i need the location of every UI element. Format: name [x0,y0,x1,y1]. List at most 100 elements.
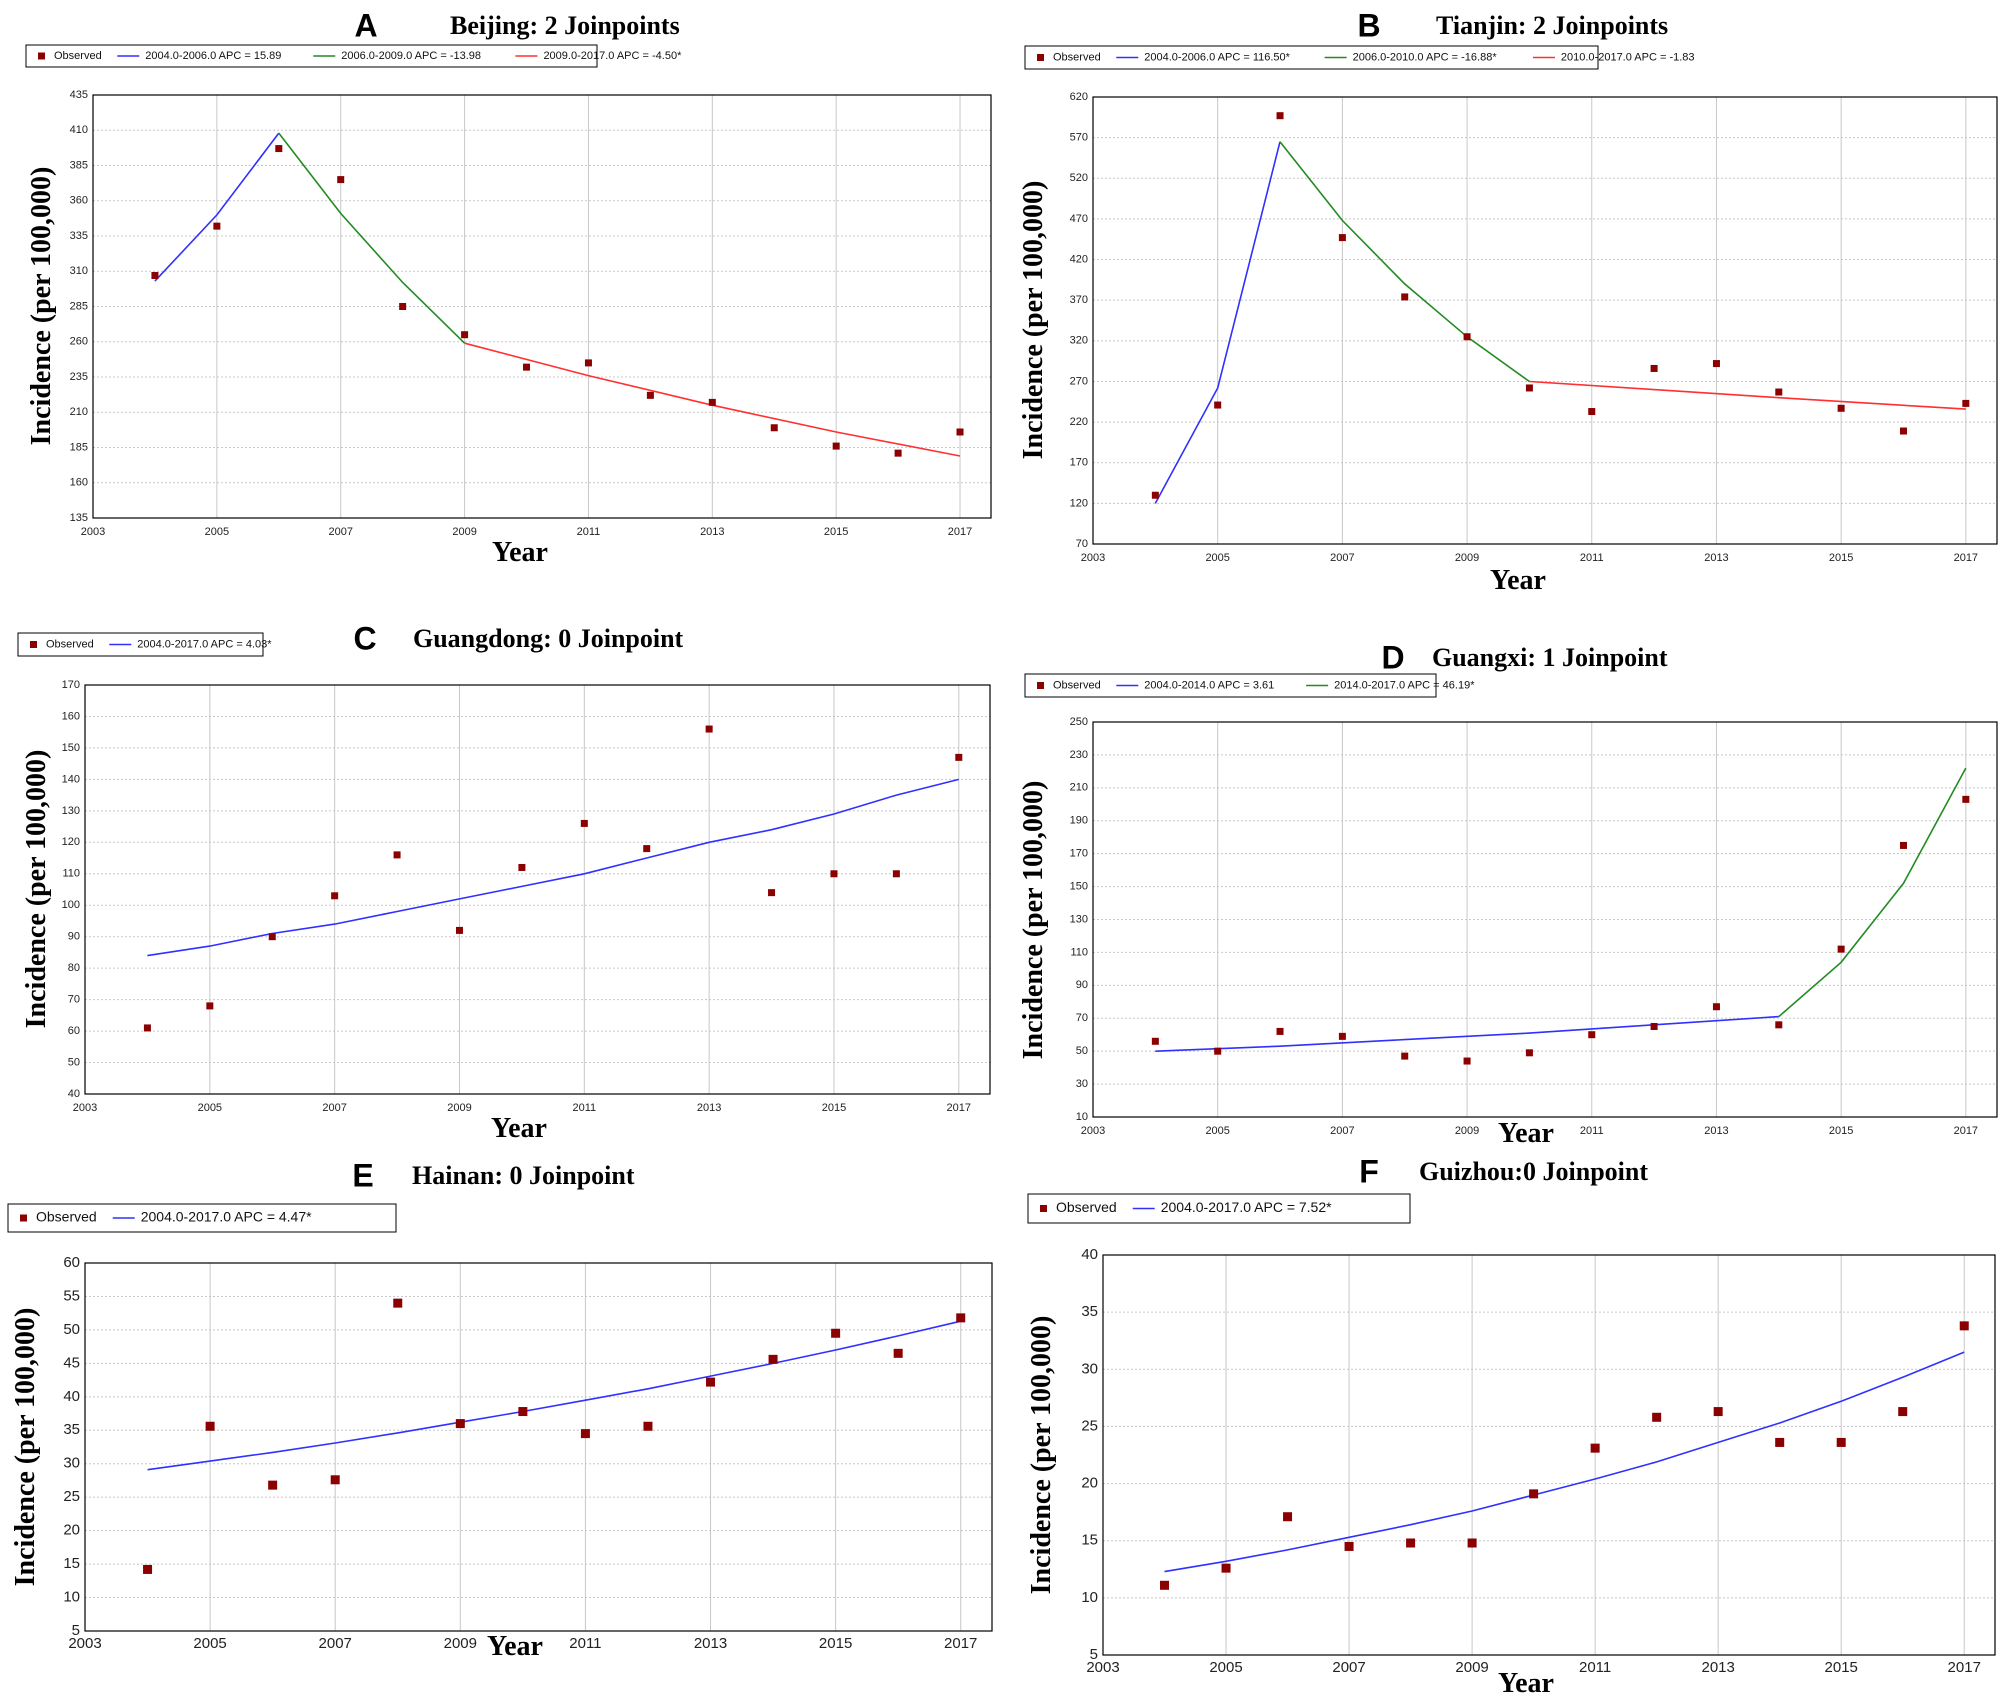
x-axis-title: Year [491,1113,547,1144]
legend-series-label: 2014.0-2017.0 APC = 46.19* [1334,679,1475,691]
x-axis-title: Year [492,537,548,568]
x-tick-label: 2003 [73,1102,97,1114]
observed-point [275,145,283,153]
legend-series-label: 2004.0-2017.0 APC = 7.52* [1161,1199,1332,1215]
observed-point [1221,1563,1231,1573]
legend-box [1024,673,1437,698]
observed-point [892,870,900,878]
x-tick-label: 2009 [452,526,476,538]
legend-series-label: 2006.0-2009.0 APC = -13.98 [341,50,481,62]
y-tick-label: 50 [63,1321,80,1338]
observed-point [455,926,463,934]
observed-point [770,424,778,432]
x-tick-label: 2009 [1455,552,1479,564]
y-tick-label: 130 [62,805,80,817]
panel-letter: B [1357,7,1380,43]
y-tick-label: 190 [1070,815,1088,827]
y-tick-label: 70 [68,994,80,1006]
x-tick-label: 2007 [1332,1659,1365,1676]
y-tick-label: 100 [62,899,80,911]
legend-box [1027,1193,1411,1224]
observed-point [1151,491,1159,499]
observed-point [894,449,902,457]
legend-observed-label: Observed [36,1209,97,1225]
x-axis-title: Year [1498,1118,1554,1149]
observed-point [1899,841,1907,849]
panel-letter: F [1359,1153,1379,1189]
y-tick-label: 250 [1070,716,1088,728]
y-tick-label: 170 [1070,457,1088,469]
observed-point [1214,1047,1222,1055]
series-line [1529,380,1966,410]
observed-point [393,851,401,859]
x-tick-label: 2017 [1954,1125,1978,1137]
y-tick-label: 30 [63,1455,80,1472]
y-tick-label: 170 [62,679,80,691]
chart-title: Guangdong: 0 Joinpoint [413,624,684,653]
x-tick-label: 2011 [572,1102,596,1114]
legend-observed-marker [38,52,45,60]
y-tick-label: 35 [1081,1303,1098,1320]
legend-observed-label: Observed [54,50,102,62]
observed-point [1590,1443,1600,1453]
observed-point [1160,1580,1170,1590]
y-tick-label: 110 [62,868,80,880]
y-tick-label: 335 [70,230,88,242]
x-tick-label: 2015 [1829,1125,1853,1137]
observed-point [580,1429,590,1439]
x-tick-label: 2017 [1954,552,1978,564]
y-tick-label: 50 [1076,1045,1088,1057]
plot-frame [1092,96,1998,545]
y-tick-label: 5 [72,1622,80,1639]
observed-point [399,303,407,310]
x-tick-label: 2017 [948,526,972,538]
x-tick-label: 2011 [1580,552,1604,564]
legend-observed-marker [30,641,37,648]
x-tick-label: 2013 [1704,552,1728,564]
x-tick-label: 2013 [700,526,724,538]
legend-box [17,632,264,657]
observed-point [1775,388,1783,396]
y-tick-label: 260 [70,336,88,348]
chart-panel-f: F Guizhou:0 Joinpoint Observed 2004.0-2017.… [1026,1153,1996,1699]
legend-series-label: 2004.0-2017.0 APC = 4.03* [137,638,272,650]
y-tick-label: 40 [63,1388,80,1405]
legend-series-label: 2004.0-2017.0 APC = 4.47* [141,1209,312,1225]
plot-frame [1102,1254,1996,1656]
x-tick-label: 2005 [1205,552,1229,564]
x-tick-label: 2005 [193,1635,226,1652]
observed-point [1588,408,1596,416]
legend: Observed 2004.0-2006.0 APC = 116.50* 2006.… [1024,45,1695,70]
observed-point [518,1407,528,1417]
observed-point [1338,234,1346,242]
x-tick-label: 2009 [1455,1125,1479,1137]
y-tick-label: 140 [62,773,80,785]
chart-panel-c: C Guangdong: 0 Joinpoint Observed 2004.0-20… [17,620,991,1144]
observed-point [206,1002,214,1010]
observed-point [213,222,221,230]
observed-point [1344,1541,1354,1551]
observed-point [830,870,838,878]
x-axis-title: Year [487,1631,543,1662]
y-tick-label: 150 [1070,880,1088,892]
y-tick-label: 135 [70,512,88,524]
y-tick-label: 410 [70,124,88,136]
y-axis-title: Incidence (per 100,000) [1018,181,1049,460]
observed-point [518,863,526,871]
plot-frame [92,94,992,519]
observed-point [1525,1049,1533,1057]
y-tick-label: 470 [1070,213,1088,225]
y-tick-label: 185 [70,441,88,453]
x-tick-label: 2009 [447,1102,471,1114]
y-tick-label: 235 [70,371,88,383]
observed-point [1525,384,1533,392]
y-tick-label: 10 [1076,1111,1088,1123]
x-tick-label: 2017 [1948,1659,1981,1676]
panel-letter: D [1381,639,1404,675]
observed-point [1898,1407,1908,1417]
observed-point [1276,112,1284,120]
x-tick-label: 2003 [1081,1125,1105,1137]
y-tick-label: 15 [63,1555,80,1572]
observed-point [143,1024,151,1032]
observed-point [1467,1538,1477,1548]
